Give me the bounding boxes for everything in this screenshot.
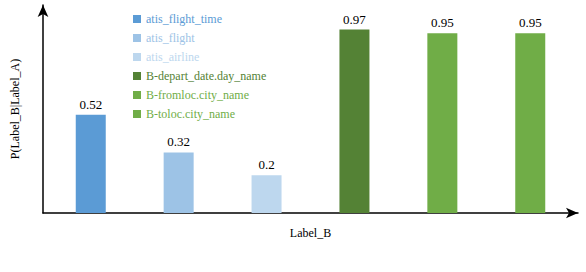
svg-text:0.2: 0.2	[258, 157, 274, 172]
svg-text:atis_flight_time: atis_flight_time	[146, 12, 222, 26]
svg-text:0.52: 0.52	[79, 97, 102, 112]
svg-text:P(Label_B|Label_A): P(Label_B|Label_A)	[8, 59, 22, 159]
svg-text:0.95: 0.95	[431, 15, 454, 30]
svg-text:atis_flight: atis_flight	[146, 31, 195, 45]
svg-text:0.32: 0.32	[167, 134, 190, 149]
svg-text:B-depart_date.day_name: B-depart_date.day_name	[146, 69, 266, 83]
svg-text:0.97: 0.97	[343, 12, 366, 27]
svg-text:B-fromloc.city_name: B-fromloc.city_name	[146, 88, 249, 102]
svg-text:atis_airline: atis_airline	[146, 50, 199, 64]
svg-text:0.95: 0.95	[519, 15, 542, 30]
svg-text:B-toloc.city_name: B-toloc.city_name	[146, 107, 235, 121]
svg-text:Label_B: Label_B	[290, 226, 331, 240]
